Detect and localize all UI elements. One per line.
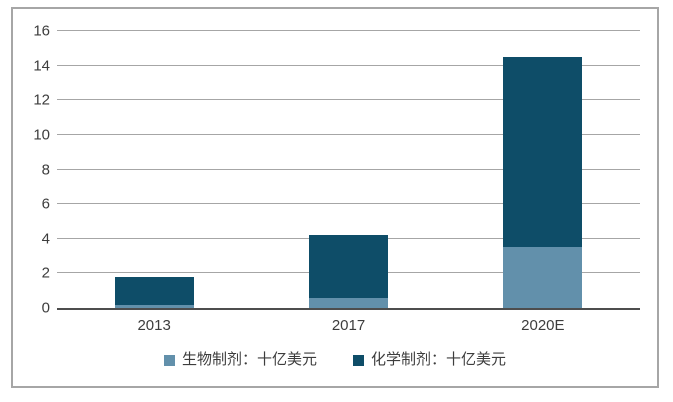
plot-area xyxy=(57,30,640,310)
gridline xyxy=(57,168,640,170)
legend-label: 化学制剂：十亿美元 xyxy=(371,351,507,368)
bar-segment xyxy=(114,276,194,305)
y-axis-tick-label: 6 xyxy=(41,195,50,213)
y-axis-tick-label: 4 xyxy=(41,230,50,248)
gridline xyxy=(57,99,640,101)
legend-swatch-icon xyxy=(163,354,175,366)
bar-2020E xyxy=(503,31,583,308)
legend: 生物制剂：十亿美元 化学制剂：十亿美元 xyxy=(12,351,658,369)
legend-item: 化学制剂：十亿美元 xyxy=(353,351,506,369)
y-axis-tick-label: 8 xyxy=(41,161,50,178)
x-axis-line xyxy=(57,308,640,310)
bar-segment xyxy=(114,304,194,308)
y-axis-tick-label: 14 xyxy=(33,57,50,75)
x-axis-category-label: 2017 xyxy=(331,317,366,334)
y-axis-tick-label: 16 xyxy=(33,22,50,40)
y-axis: 0 2 4 6 8 10 12 14 16 xyxy=(14,24,50,316)
x-axis-category-label: 2013 xyxy=(137,317,171,334)
y-axis-tick-label: 10 xyxy=(33,126,50,144)
gridline xyxy=(57,133,640,135)
legend-label: 生物制剂：十亿美元 xyxy=(181,351,317,368)
y-axis-tick-label: 12 xyxy=(33,91,50,109)
legend-swatch-icon xyxy=(353,354,364,366)
bar-2017 xyxy=(309,31,388,308)
gridline xyxy=(57,203,640,205)
bar-segment xyxy=(309,235,388,298)
bar-segment xyxy=(503,247,583,308)
x-axis: 2013 2017 2020E xyxy=(57,317,640,337)
gridline xyxy=(57,64,640,66)
x-axis-category-label: 2020E xyxy=(521,317,565,334)
bar-segment xyxy=(309,297,388,308)
legend-item: 生物制剂：十亿美元 xyxy=(163,351,317,369)
y-axis-tick-label: 2 xyxy=(41,264,50,282)
y-axis-tick-label: 0 xyxy=(41,299,50,317)
bar-2013 xyxy=(114,31,194,308)
gridline xyxy=(57,30,640,31)
bar-segment xyxy=(503,56,583,248)
